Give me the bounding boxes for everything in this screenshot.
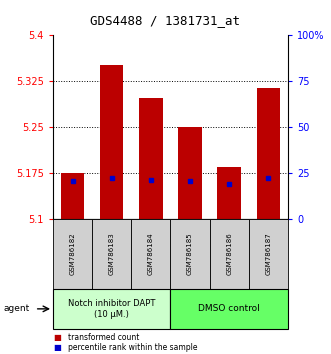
Text: Notch inhibitor DAPT
(10 μM.): Notch inhibitor DAPT (10 μM.) — [68, 299, 155, 319]
Bar — [139, 98, 163, 219]
Text: ■: ■ — [53, 343, 61, 352]
Text: percentile rank within the sample: percentile rank within the sample — [68, 343, 197, 352]
Text: GSM786182: GSM786182 — [70, 233, 75, 275]
Text: GDS4488 / 1381731_at: GDS4488 / 1381731_at — [90, 14, 241, 27]
Text: transformed count: transformed count — [68, 332, 139, 342]
Text: GSM786183: GSM786183 — [109, 233, 115, 275]
Text: DMSO control: DMSO control — [198, 304, 260, 313]
Text: agent: agent — [3, 304, 29, 313]
Text: GSM786184: GSM786184 — [148, 233, 154, 275]
Text: ■: ■ — [53, 332, 61, 342]
Bar — [217, 167, 241, 219]
Bar — [100, 65, 123, 219]
Text: GSM786185: GSM786185 — [187, 233, 193, 275]
Bar — [61, 173, 84, 219]
Text: GSM786187: GSM786187 — [265, 233, 271, 275]
Text: GSM786186: GSM786186 — [226, 233, 232, 275]
Bar — [257, 87, 280, 219]
Bar — [178, 127, 202, 219]
